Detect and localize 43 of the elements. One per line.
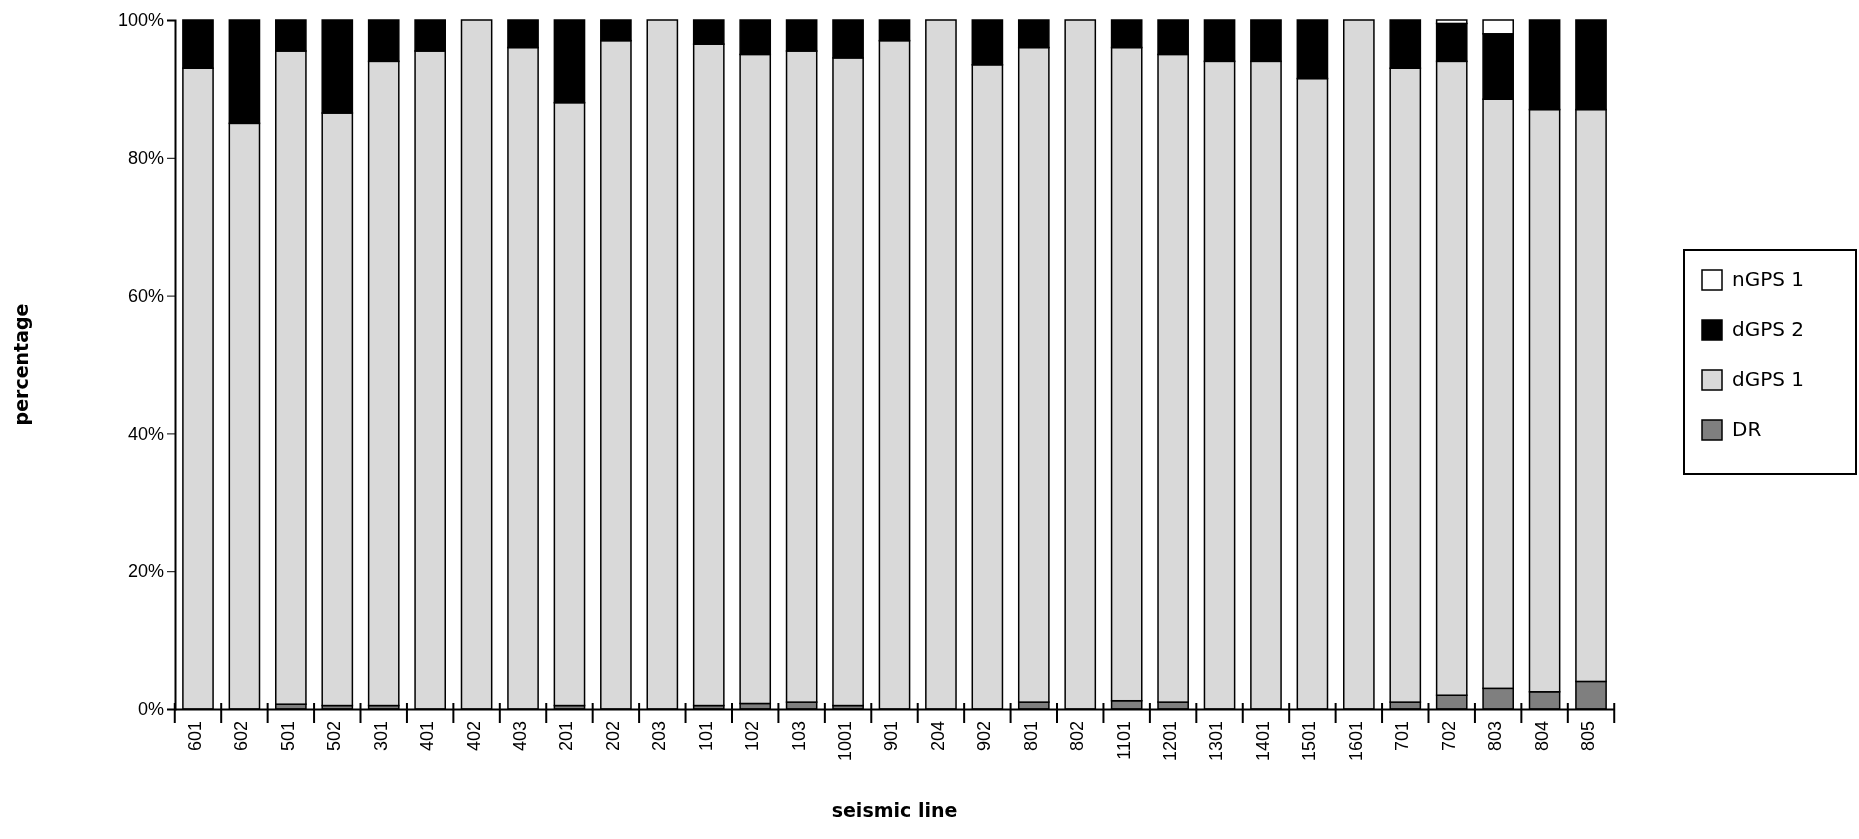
y-tick-label: 60%: [127, 285, 164, 306]
x-tick-label: 102: [742, 721, 763, 752]
x-tick-label: 1301: [1206, 721, 1227, 762]
x-tick-label: 601: [184, 721, 205, 752]
x-tick-label: 301: [370, 721, 391, 752]
x-axis-title: seismic line: [831, 799, 958, 821]
x-tick-label: 1501: [1299, 721, 1320, 762]
legend-label: dGPS 1: [1732, 366, 1805, 391]
x-tick-label: 902: [974, 721, 995, 752]
x-tick-label: 1401: [1252, 721, 1273, 762]
legend-label: dGPS 2: [1732, 316, 1805, 341]
x-tick-label: 702: [1438, 721, 1459, 752]
y-tick-label: 20%: [127, 561, 164, 582]
x-tick-label: 402: [463, 721, 484, 752]
legend-label: nGPS 1: [1732, 266, 1805, 291]
x-tick-label: 1101: [1113, 721, 1134, 760]
legend-label: DR: [1732, 416, 1762, 441]
x-tick-label: 803: [1485, 721, 1506, 752]
x-tick-label: 103: [788, 721, 809, 752]
y-tick-label: 0%: [137, 699, 164, 720]
x-tick-label: 101: [695, 721, 716, 752]
x-tick-label: 501: [277, 721, 298, 752]
x-tick-label: 804: [1531, 721, 1552, 752]
y-axis-title: percentage: [10, 303, 32, 426]
x-tick-label: 401: [417, 721, 438, 752]
x-tick-label: 805: [1577, 721, 1598, 752]
y-tick-label: 80%: [127, 148, 164, 169]
x-tick-label: 203: [649, 721, 670, 752]
x-tick-label: 602: [231, 721, 252, 752]
x-tick-label: 801: [1020, 721, 1041, 752]
x-tick-label: 901: [881, 721, 902, 752]
x-tick-label: 802: [1067, 721, 1088, 752]
x-tick-label: 403: [509, 721, 530, 752]
x-tick-label: 1201: [1160, 721, 1181, 762]
x-tick-label: 204: [927, 721, 948, 752]
x-tick-label: 502: [324, 721, 345, 752]
x-tick-label: 201: [556, 721, 577, 752]
y-tick-label: 40%: [127, 423, 164, 444]
x-tick-label: 701: [1392, 721, 1413, 752]
y-tick-label: 100%: [117, 10, 164, 31]
x-tick-label: 1601: [1345, 721, 1366, 762]
x-tick-label: 202: [602, 721, 623, 752]
x-tick-label: 1001: [835, 721, 856, 762]
